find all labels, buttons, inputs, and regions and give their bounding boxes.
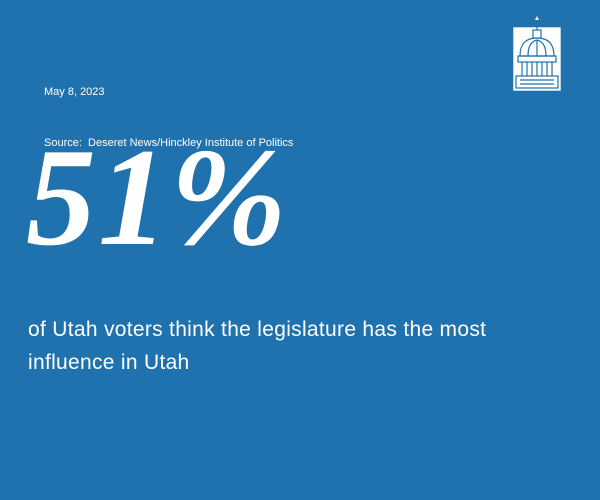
capitol-logo: [513, 16, 561, 91]
stat: 51%: [26, 120, 289, 275]
description: of Utah voters think the legislature has…: [28, 318, 487, 374]
source: Source: Deseret News/Hinckley Institute …: [44, 137, 294, 149]
meta: May 8, 2023 Source: Deseret News/Hinckle…: [44, 50, 293, 169]
date: May 8, 2023: [44, 86, 105, 98]
